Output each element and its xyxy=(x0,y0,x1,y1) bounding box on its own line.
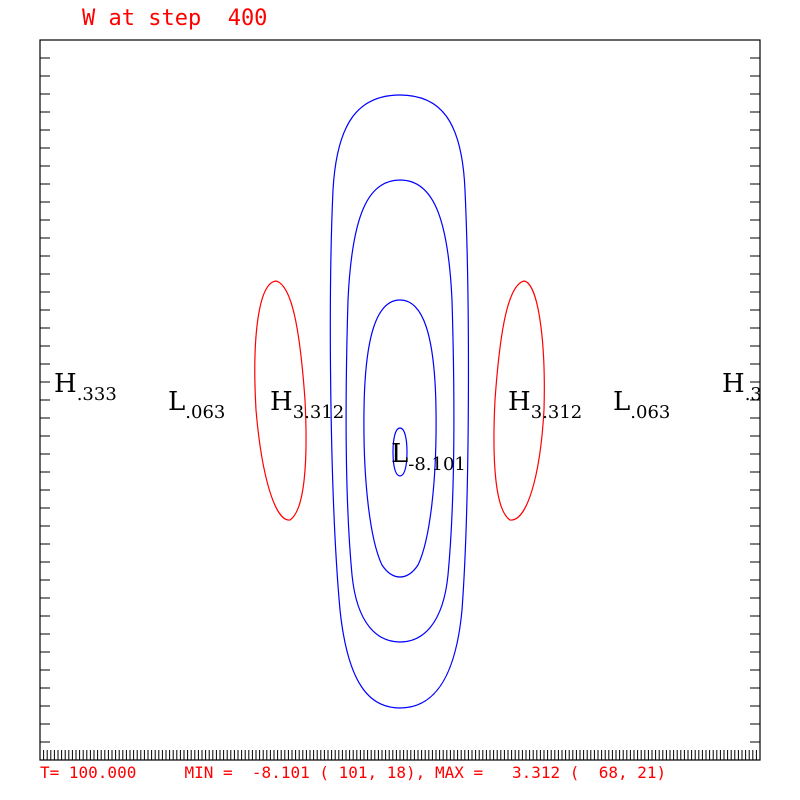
contour-negative-third xyxy=(363,299,437,578)
axis-ticks xyxy=(40,57,760,760)
contour-positive-right xyxy=(493,280,545,521)
contour-negative-outer xyxy=(329,94,470,709)
plot-frame xyxy=(39,39,761,761)
extremum-low-center: L-8.101 xyxy=(391,439,466,475)
extremum-high-center-left: H3.312 xyxy=(270,387,344,423)
status-line: T= 100.000 MIN = -8.101 ( 101, 18), MAX … xyxy=(40,763,667,782)
chart-title: W at step 400 xyxy=(82,6,268,31)
contour-positive-left xyxy=(254,280,307,521)
extremum-high-right: H.3 xyxy=(722,369,762,405)
contour-negative-second xyxy=(345,179,455,643)
contour-negative-inner xyxy=(392,427,408,477)
extremum-low-left: L.063 xyxy=(168,387,225,423)
extremum-high-center-right: H3.312 xyxy=(508,387,582,423)
extremum-high-left: H.333 xyxy=(54,369,117,405)
extremum-low-right: L.063 xyxy=(613,387,670,423)
